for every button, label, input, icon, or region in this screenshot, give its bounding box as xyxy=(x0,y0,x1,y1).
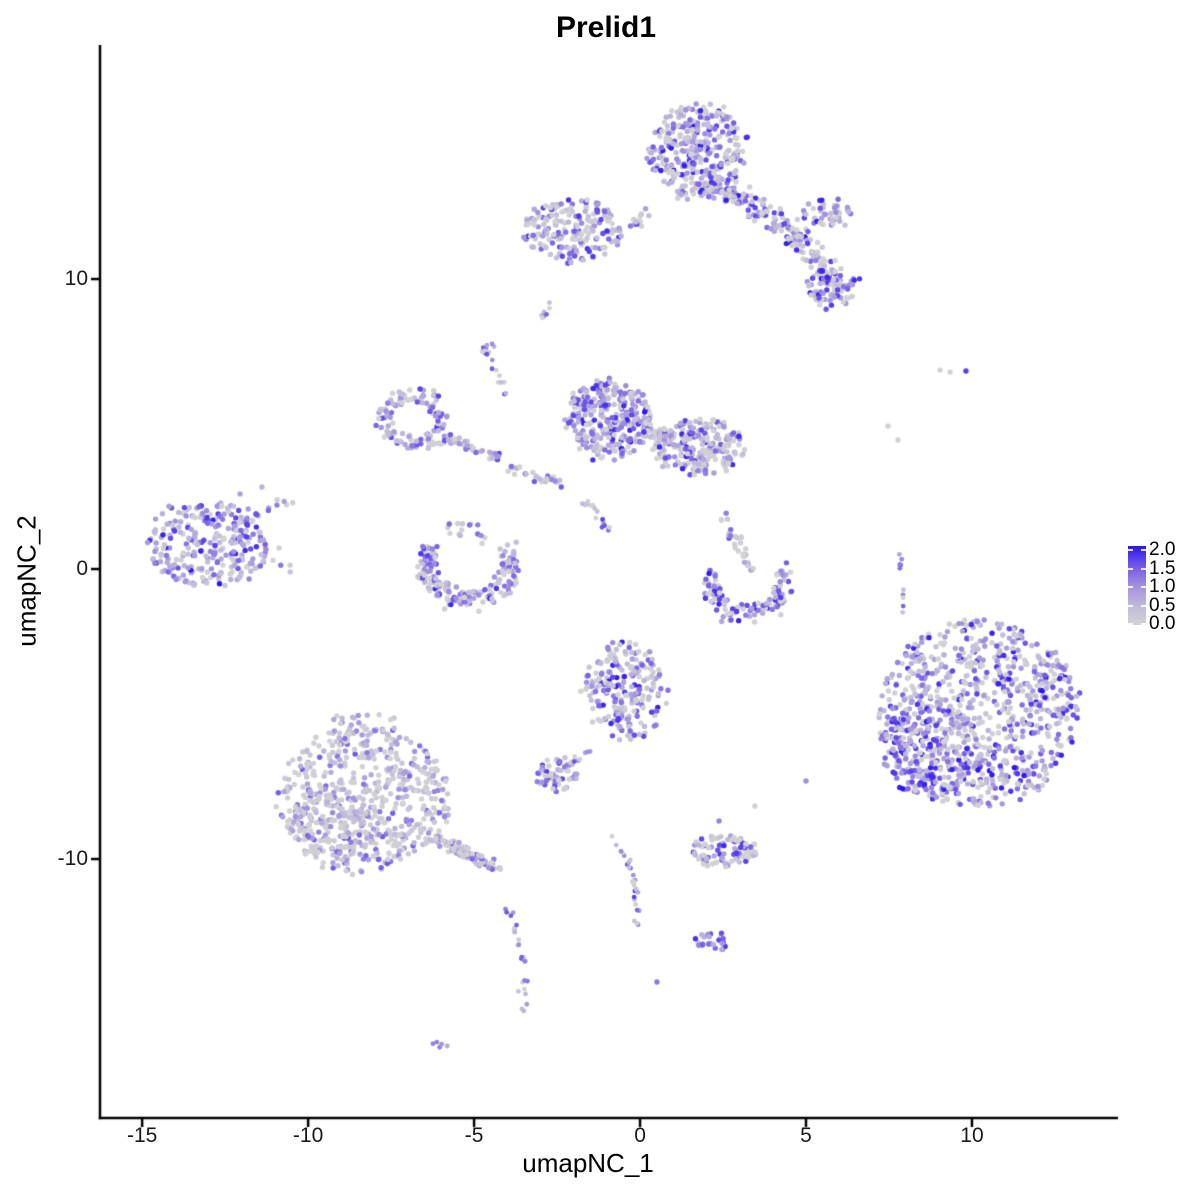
legend-tick-mark xyxy=(1141,567,1146,570)
y-tick-label: -10 xyxy=(57,847,88,871)
legend-tick-mark xyxy=(1128,549,1133,551)
legend-tick-mark xyxy=(1141,623,1146,625)
legend-tick-mark xyxy=(1128,623,1133,625)
x-axis-title: umapNC_1 xyxy=(522,1148,654,1178)
x-tick-label: -5 xyxy=(464,1124,484,1147)
legend-tick-label: 1.5 xyxy=(1149,557,1176,579)
plot-title: Prelid1 xyxy=(555,11,657,44)
x-tick-label: -10 xyxy=(292,1124,324,1147)
x-tick-label: 0 xyxy=(634,1124,646,1147)
legend-tick-label: 1.0 xyxy=(1149,576,1176,597)
legend-tick-label: 2.0 xyxy=(1149,539,1176,560)
x-tick-label: 5 xyxy=(800,1124,812,1147)
legend-tick-mark xyxy=(1128,604,1133,607)
y-tick-label: 0 xyxy=(76,557,88,581)
x-tick-label: 10 xyxy=(960,1124,984,1147)
x-tick-label: -15 xyxy=(126,1124,158,1147)
legend-tick-mark xyxy=(1141,586,1146,588)
legend-tick-label: 0.0 xyxy=(1149,613,1176,634)
legend-tick-mark xyxy=(1141,604,1146,607)
legend-tick-mark xyxy=(1141,549,1146,551)
legend-tick-mark xyxy=(1128,586,1133,588)
y-tick-label: 10 xyxy=(64,267,88,291)
legend-tick-mark xyxy=(1128,567,1133,570)
legend-tick-label: 0.5 xyxy=(1149,594,1176,616)
